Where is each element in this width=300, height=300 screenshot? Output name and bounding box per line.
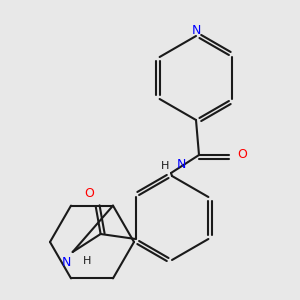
Text: O: O [237,148,247,161]
Text: H: H [82,256,91,266]
Text: H: H [160,161,169,171]
Text: N: N [177,158,186,171]
Text: N: N [61,256,70,269]
Text: O: O [85,187,94,200]
Text: N: N [191,23,201,37]
